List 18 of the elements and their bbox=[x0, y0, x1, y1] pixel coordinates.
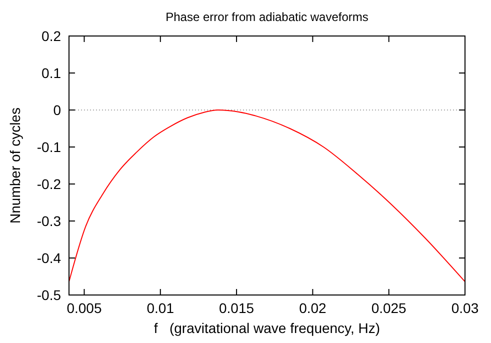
chart-title: Phase error from adiabatic waveforms bbox=[166, 10, 368, 24]
line-series bbox=[68, 110, 466, 282]
x-tick-label: 0.025 bbox=[371, 300, 407, 316]
x-tick-label: 0.015 bbox=[219, 300, 254, 316]
y-tick-label: -0.4 bbox=[36, 250, 62, 266]
y-tick-label: 0.2 bbox=[42, 28, 62, 44]
y-axis-title: Nnumber of cycles bbox=[7, 108, 23, 224]
x-tick-label: 0.03 bbox=[451, 300, 479, 316]
y-tick-label: 0.1 bbox=[42, 64, 62, 81]
x-axis-title: f (gravitational wave frequency, Hz) bbox=[154, 320, 380, 336]
x-tick-label: 0.005 bbox=[66, 300, 102, 316]
x-tick-label: 0.01 bbox=[146, 300, 174, 316]
y-tick-label: -0.3 bbox=[36, 212, 62, 229]
x-tick-label: 0.02 bbox=[299, 300, 327, 316]
y-tick-label: 0 bbox=[53, 102, 62, 118]
y-tick-label: -0.1 bbox=[36, 138, 62, 155]
y-tick-label: -0.2 bbox=[36, 176, 62, 192]
y-tick-label: -0.5 bbox=[36, 286, 62, 303]
